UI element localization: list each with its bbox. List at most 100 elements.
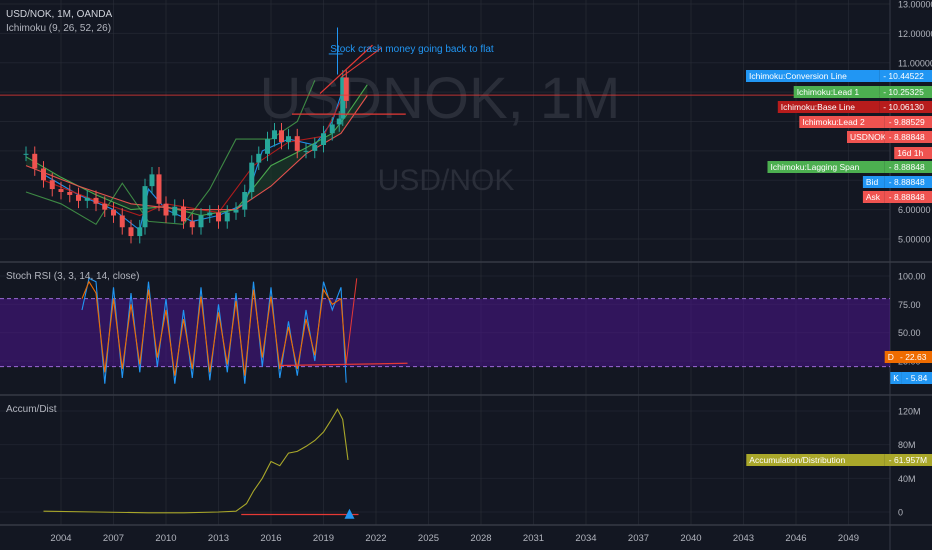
stoch-rsi-pane[interactable] xyxy=(0,277,890,384)
rsi-band xyxy=(0,298,890,367)
price-tag: Ichimoku:Conversion Line - 10.44522 xyxy=(746,70,932,82)
tag-value-bg xyxy=(879,101,932,113)
candle-body[interactable] xyxy=(189,221,195,228)
accum-dist-tick-label: 120M xyxy=(898,407,921,417)
candle-body[interactable] xyxy=(156,174,162,204)
candle-body[interactable] xyxy=(343,77,349,101)
tag-label-bg xyxy=(793,86,880,98)
tag-value: - 8.88848 xyxy=(889,177,925,187)
candle-body[interactable] xyxy=(84,197,90,201)
tag-label: Ichimoku:Lead 2 xyxy=(802,117,865,127)
tag-value-bg xyxy=(896,351,932,363)
conversion-line[interactable] xyxy=(43,78,347,232)
candle-body[interactable] xyxy=(128,227,134,237)
time-tick-label: 2007 xyxy=(103,533,124,544)
ichimoku-legend[interactable]: Ichimoku (9, 26, 52, 26) xyxy=(6,23,111,34)
accum-dist-legend[interactable]: Accum/Dist xyxy=(6,404,57,415)
tag-label: Ichimoku:Lead 1 xyxy=(797,87,860,97)
candle-body[interactable] xyxy=(163,203,169,216)
accum-dist-line[interactable] xyxy=(43,408,349,514)
rising-trendline[interactable] xyxy=(319,44,373,95)
candle-body[interactable] xyxy=(102,203,108,210)
tag-value-bg xyxy=(884,116,932,128)
candle-body[interactable] xyxy=(272,130,277,140)
candle-body[interactable] xyxy=(23,153,29,155)
candle-body[interactable] xyxy=(303,150,309,152)
rsi-trendline[interactable] xyxy=(279,362,408,367)
candle-body[interactable] xyxy=(93,197,99,204)
candle-body[interactable] xyxy=(181,206,186,222)
tag-label-bg xyxy=(767,161,885,173)
rsi-projection-line[interactable] xyxy=(345,278,358,364)
accum-dist-pane[interactable] xyxy=(43,408,359,519)
tag-label: K xyxy=(893,373,899,383)
tag-value-bg xyxy=(879,70,932,82)
candle-body[interactable] xyxy=(294,136,300,151)
tag-value: - 61.957M xyxy=(889,455,927,465)
candle-body[interactable] xyxy=(279,130,284,143)
tag-label-bg xyxy=(847,131,885,143)
candle-body[interactable] xyxy=(256,153,262,163)
tag-label: USDNOK xyxy=(850,132,887,142)
candle-body[interactable] xyxy=(76,194,81,201)
candle-body[interactable] xyxy=(340,77,346,119)
stoch-rsi-legend[interactable]: Stoch RSI (3, 3, 14, 14, close) xyxy=(6,271,139,282)
tag-value: - 22.63 xyxy=(900,352,927,362)
candle-body[interactable] xyxy=(242,192,248,210)
candle-body[interactable] xyxy=(207,212,213,216)
tag-label-bg xyxy=(884,351,896,363)
candle-body[interactable] xyxy=(119,215,125,228)
time-tick-label: 2040 xyxy=(680,533,701,544)
candle-body[interactable] xyxy=(224,212,230,222)
time-tick-label: 2010 xyxy=(155,533,176,544)
rsi-d-line[interactable] xyxy=(81,280,347,376)
tag-value: - 8.88848 xyxy=(889,192,925,202)
tag-value-bg xyxy=(884,161,932,173)
tag-value-bg xyxy=(884,176,932,188)
candle-body[interactable] xyxy=(286,136,291,143)
accum-dist-tag: Accumulation/Distribution - 61.957M xyxy=(746,454,932,466)
tag-value: - 9.88529 xyxy=(889,117,925,127)
candle-body[interactable] xyxy=(149,174,155,187)
annotation-text[interactable]: Stock crash money going back to flat xyxy=(330,44,494,55)
accum-dist-tick-label: 0 xyxy=(898,508,903,518)
arrow-up-icon[interactable] xyxy=(344,508,355,519)
rsi-tick-label: 100.00 xyxy=(898,272,926,282)
candle-body[interactable] xyxy=(32,153,38,169)
price-tag: Ask - 8.88848 xyxy=(862,191,932,203)
accum-dist-axis[interactable]: 120M 80M 40M 0 xyxy=(898,407,921,518)
time-tick-label: 2019 xyxy=(313,533,334,544)
candle-body[interactable] xyxy=(111,209,116,216)
candle-body[interactable] xyxy=(321,133,326,145)
candle-body[interactable] xyxy=(336,118,342,125)
tag-value: - 5.84 xyxy=(906,373,928,383)
candle-body[interactable] xyxy=(265,139,270,154)
candle-body[interactable] xyxy=(312,145,318,151)
tag-label: Ask xyxy=(866,192,881,202)
candle-body[interactable] xyxy=(49,180,55,190)
candle-body[interactable] xyxy=(216,212,221,222)
candle-body[interactable] xyxy=(142,186,148,228)
projection-line[interactable] xyxy=(340,47,382,78)
candle-body[interactable] xyxy=(172,206,178,216)
tag-value-bg xyxy=(884,191,932,203)
candle-body[interactable] xyxy=(58,189,64,192)
candle-body[interactable] xyxy=(67,192,73,195)
tag-label-bg xyxy=(799,116,885,128)
candle-body[interactable] xyxy=(329,124,335,134)
rsi-tick-label: 50.00 xyxy=(898,328,921,338)
price-tick-label: 13.00000 xyxy=(898,0,932,10)
tag-label: Accumulation/Distribution xyxy=(749,455,845,465)
tag-label-bg xyxy=(746,454,885,466)
time-axis[interactable]: 2004 2007 2010 2013 2016 2019 2022 2025 2028 2031… xyxy=(50,533,859,544)
candle-body[interactable] xyxy=(249,162,255,192)
candle-body[interactable] xyxy=(41,168,46,181)
candle-body[interactable] xyxy=(233,209,239,213)
price-pane[interactable] xyxy=(0,27,890,244)
price-tag: Ichimoku:Lead 2 - 9.88529 xyxy=(799,116,932,128)
tag-label-bg xyxy=(777,101,880,113)
price-tags: Ichimoku:Conversion Line - 10.44522 Ichimo… xyxy=(746,70,932,466)
candle-body[interactable] xyxy=(198,215,204,228)
candle-body[interactable] xyxy=(137,227,143,237)
